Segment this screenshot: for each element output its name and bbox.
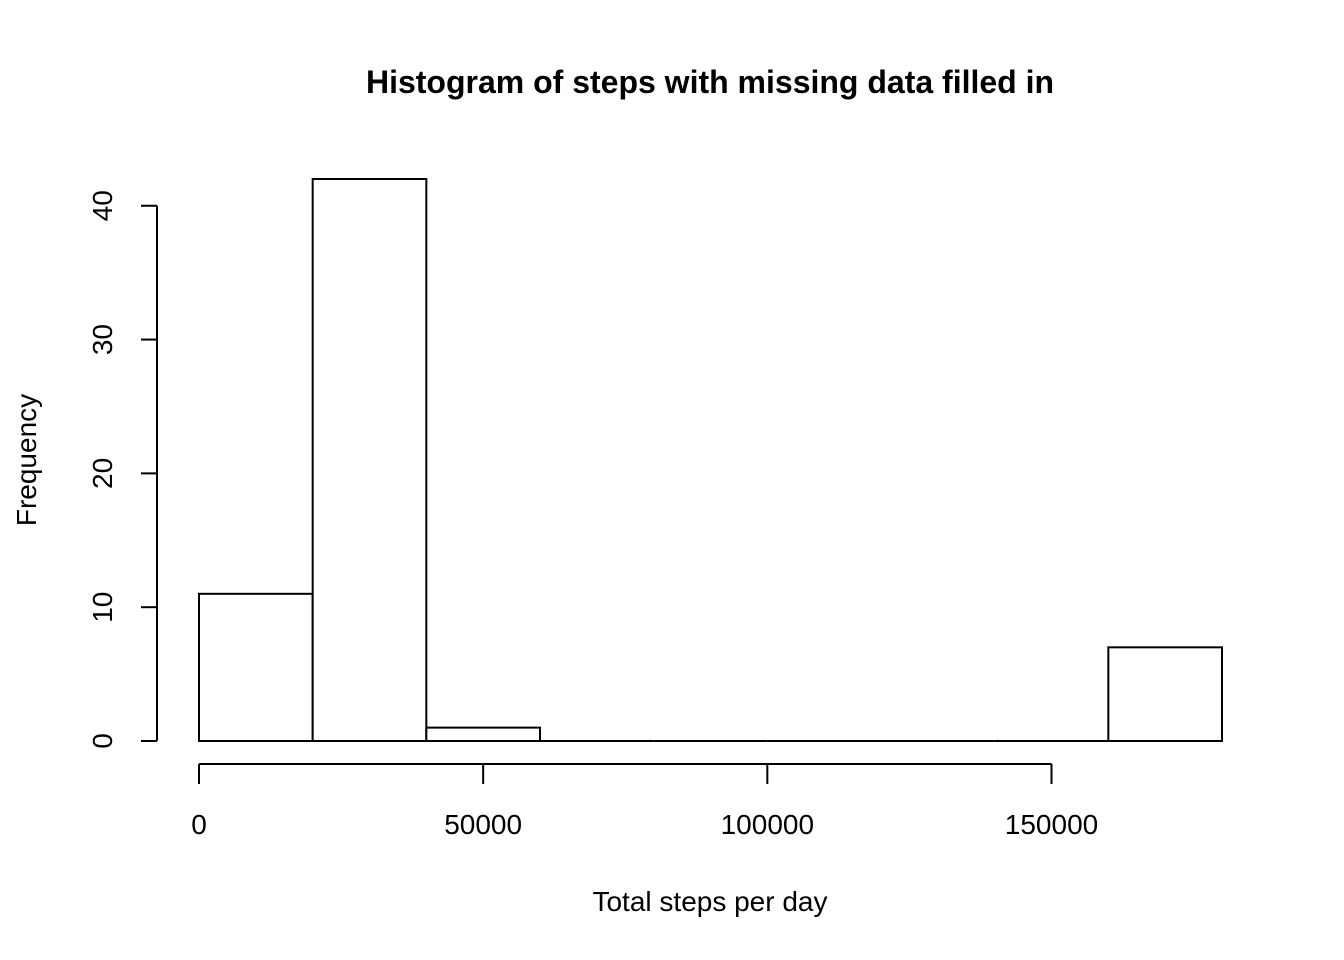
x-axis-label: Total steps per day — [592, 886, 827, 917]
y-tick-label: 40 — [87, 190, 118, 221]
y-axis: 0 10 20 30 40 — [87, 190, 158, 749]
x-tick-label: 50000 — [444, 809, 522, 840]
x-tick-label: 100000 — [721, 809, 814, 840]
histogram-bar-0 — [198, 592, 314, 742]
y-tick-label: 10 — [87, 592, 118, 623]
x-tick-label: 0 — [191, 809, 207, 840]
y-tick-label: 20 — [87, 458, 118, 489]
histogram-bar-1 — [311, 178, 428, 742]
x-tick-label: 150000 — [1005, 809, 1098, 840]
y-tick-label: 30 — [87, 324, 118, 355]
histogram-bar-2 — [425, 726, 542, 742]
y-tick-label: 0 — [87, 733, 118, 749]
bars-group — [198, 178, 1224, 742]
chart-title: Histogram of steps with missing data fil… — [366, 64, 1054, 100]
y-axis-label: Frequency — [11, 394, 42, 526]
x-axis: 0 50000 100000 150000 — [191, 763, 1098, 840]
histogram-bar-8 — [1107, 646, 1224, 742]
